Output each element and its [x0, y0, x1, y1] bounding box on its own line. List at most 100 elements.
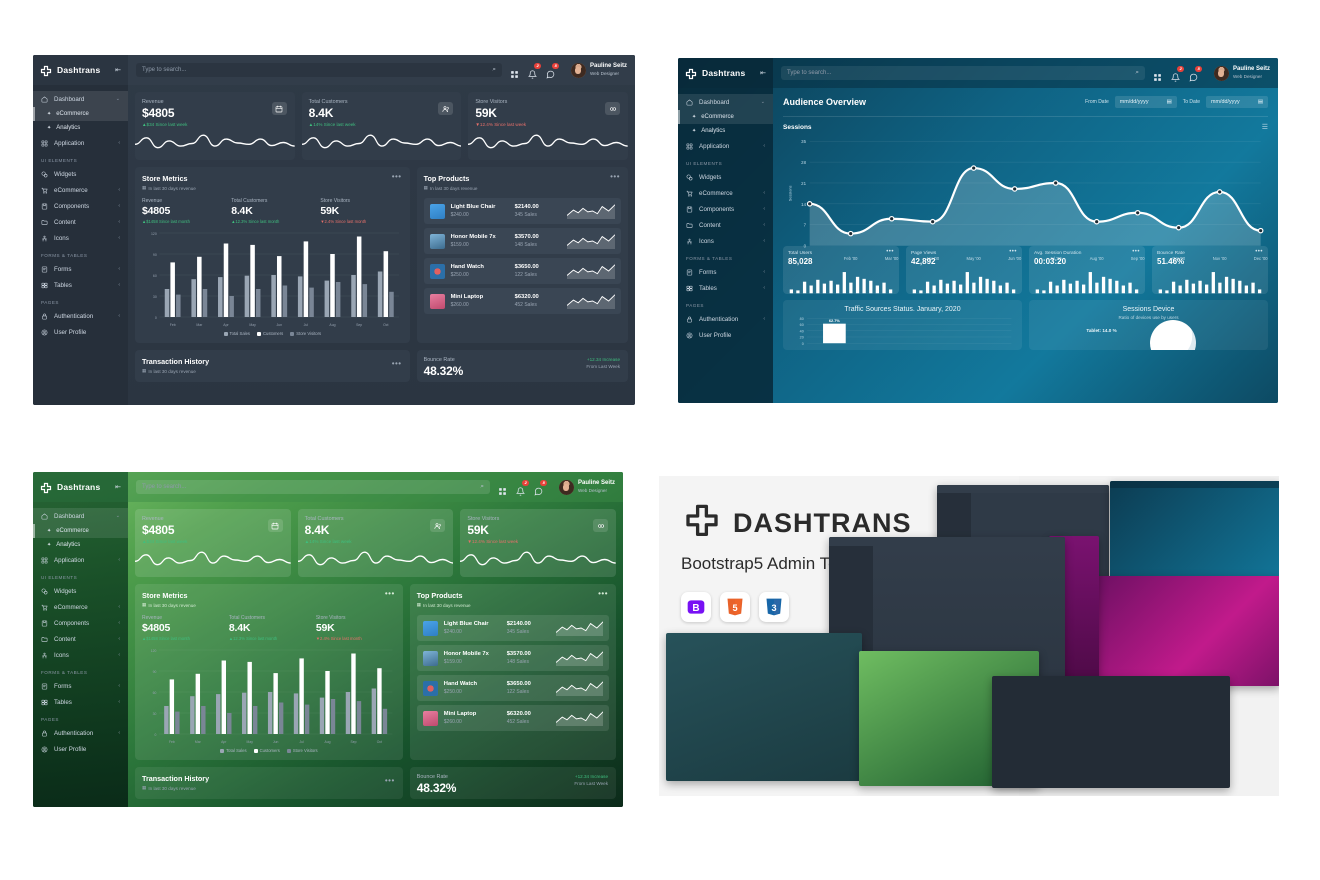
sidebar-item-application[interactable]: Application ‹: [678, 138, 773, 154]
message-icon[interactable]: 8: [546, 62, 559, 79]
bell-icon[interactable]: 2: [527, 62, 541, 79]
chevron-right-icon[interactable]: ‹: [118, 699, 120, 705]
chevron-right-icon[interactable]: ‹: [118, 730, 120, 736]
sidebar-item-tables[interactable]: Tables ‹: [33, 277, 128, 293]
legend-item-customers[interactable]: Customers: [257, 331, 283, 336]
sidebar-item-tables[interactable]: Tables ‹: [33, 694, 128, 710]
sidebar-item-icons[interactable]: Icons ‹: [678, 233, 773, 249]
more-options-icon[interactable]: •••: [1255, 249, 1263, 255]
sidebar-subitem-analytics[interactable]: ✦ Analytics: [33, 538, 128, 552]
sidebar-item-application[interactable]: Application ‹: [33, 552, 128, 568]
sidebar-subitem-analytics[interactable]: ✦ Analytics: [678, 124, 773, 138]
more-options-icon[interactable]: •••: [1132, 249, 1140, 255]
sidebar-item-user-profile[interactable]: User Profile: [33, 324, 128, 340]
legend-item-store-visitors[interactable]: Store Visitors: [290, 331, 321, 336]
chevron-right-icon[interactable]: ‹: [118, 266, 120, 272]
more-options-icon[interactable]: •••: [384, 589, 395, 598]
sidebar-item-components[interactable]: Components ‹: [33, 198, 128, 214]
sidebar-item-icons[interactable]: Icons ‹: [33, 230, 128, 246]
chevron-right-icon[interactable]: ‹: [118, 219, 120, 225]
collapse-sidebar-icon[interactable]: ⇤: [115, 67, 121, 74]
list-menu-icon[interactable]: ☰: [1261, 123, 1268, 131]
message-icon[interactable]: 8: [534, 479, 547, 496]
message-icon[interactable]: 8: [1189, 65, 1202, 82]
sidebar-item-dashboard[interactable]: Dashboard ⌄: [33, 91, 128, 107]
more-options-icon[interactable]: •••: [886, 249, 894, 255]
product-row[interactable]: Mini Laptop $260.00 $6320.00 452 Sales: [423, 288, 621, 314]
more-options-icon[interactable]: •••: [391, 359, 402, 368]
legend-item-total-sales[interactable]: Total Sales: [223, 331, 250, 336]
chevron-down-icon[interactable]: ⌄: [115, 96, 120, 102]
legend-item-store-visitors[interactable]: Store Visitors: [286, 748, 318, 753]
search-input[interactable]: Type to search... ⌕: [136, 480, 490, 494]
sidebar-item-authentication[interactable]: Authentication ‹: [33, 308, 128, 324]
collapse-sidebar-icon[interactable]: ⇤: [760, 70, 766, 77]
chevron-down-icon[interactable]: ⌄: [115, 513, 120, 519]
search-icon[interactable]: ⌕: [492, 66, 496, 73]
product-row[interactable]: Light Blue Chair $240.00 $2140.00 345 Sales: [423, 198, 621, 224]
chevron-right-icon[interactable]: ‹: [763, 269, 765, 275]
search-icon[interactable]: ⌕: [480, 483, 484, 490]
search-input[interactable]: Type to search... ⌕: [781, 66, 1145, 80]
sidebar-item-user-profile[interactable]: User Profile: [678, 327, 773, 343]
legend-item-customers[interactable]: Customers: [253, 748, 280, 753]
chevron-right-icon[interactable]: ‹: [118, 557, 120, 563]
product-row[interactable]: Mini Laptop $260.00 $6320.00 452 Sales: [416, 705, 609, 731]
search-icon[interactable]: ⌕: [1135, 69, 1139, 76]
sidebar-item-components[interactable]: Components ‹: [678, 201, 773, 217]
chevron-down-icon[interactable]: ⌄: [760, 99, 765, 105]
search-input[interactable]: Type to search... ⌕: [136, 63, 502, 77]
chevron-right-icon[interactable]: ‹: [118, 683, 120, 689]
sidebar-item-components[interactable]: Components ‹: [33, 615, 128, 631]
more-options-icon[interactable]: •••: [598, 589, 608, 598]
brand[interactable]: Dashtrans ⇤: [33, 472, 128, 502]
sidebar-subitem-analytics[interactable]: ✦ Analytics: [33, 121, 128, 135]
sidebar-item-widgets[interactable]: Widgets: [33, 583, 128, 599]
sidebar-item-application[interactable]: Application ‹: [33, 135, 128, 151]
sidebar-item-dashboard[interactable]: Dashboard ⌄: [33, 508, 128, 524]
product-row[interactable]: Honor Mobile 7x $159.00 $3570.00 148 Sales: [416, 645, 609, 671]
chevron-right-icon[interactable]: ‹: [763, 190, 765, 196]
sidebar-item-content[interactable]: Content ‹: [33, 214, 128, 230]
chevron-right-icon[interactable]: ‹: [763, 222, 765, 228]
product-row[interactable]: Hand Watch $250.00 $3650.00 122 Sales: [423, 258, 621, 284]
chevron-right-icon[interactable]: ‹: [118, 620, 120, 626]
user-profile[interactable]: Pauline Seitz Web Designer: [563, 62, 627, 78]
sidebar-item-content[interactable]: Content ‹: [33, 631, 128, 647]
brand[interactable]: Dashtrans ⇤: [33, 55, 128, 85]
from-date-input[interactable]: mm/dd/yyyy ▤: [1114, 96, 1177, 108]
sidebar-item-ecommerce[interactable]: eCommerce ‹: [678, 185, 773, 201]
brand[interactable]: Dashtrans ⇤: [678, 58, 773, 88]
chevron-right-icon[interactable]: ‹: [763, 206, 765, 212]
chevron-right-icon[interactable]: ‹: [118, 203, 120, 209]
sidebar-item-widgets[interactable]: Widgets: [33, 166, 128, 182]
apps-grid-icon[interactable]: [498, 483, 507, 495]
sidebar-item-user-profile[interactable]: User Profile: [33, 741, 128, 757]
sidebar-item-ecommerce[interactable]: eCommerce ‹: [33, 182, 128, 198]
legend-item-total-sales[interactable]: Total Sales: [220, 748, 247, 753]
chevron-right-icon[interactable]: ‹: [118, 313, 120, 319]
sidebar-item-authentication[interactable]: Authentication ‹: [678, 311, 773, 327]
user-profile[interactable]: Pauline Seitz Web Designer: [551, 479, 615, 495]
sidebar-item-forms[interactable]: Forms ‹: [33, 261, 128, 277]
sidebar-item-icons[interactable]: Icons ‹: [33, 647, 128, 663]
more-options-icon[interactable]: •••: [1009, 249, 1017, 255]
chevron-right-icon[interactable]: ‹: [763, 238, 765, 244]
sidebar-subitem-ecommerce[interactable]: ✦ eCommerce: [33, 524, 128, 538]
chevron-right-icon[interactable]: ‹: [118, 140, 120, 146]
apps-grid-icon[interactable]: [510, 66, 519, 78]
sidebar-item-ecommerce[interactable]: eCommerce ‹: [33, 599, 128, 615]
bell-icon[interactable]: 2: [515, 479, 529, 496]
product-row[interactable]: Hand Watch $250.00 $3650.00 122 Sales: [416, 675, 609, 701]
to-date-input[interactable]: mm/dd/yyyy ▤: [1206, 96, 1268, 108]
chevron-right-icon[interactable]: ‹: [118, 282, 120, 288]
sidebar-subitem-ecommerce[interactable]: ✦ eCommerce: [33, 107, 128, 121]
collapse-sidebar-icon[interactable]: ⇤: [115, 484, 121, 491]
product-row[interactable]: Honor Mobile 7x $159.00 $3570.00 148 Sales: [423, 228, 621, 254]
sidebar-item-forms[interactable]: Forms ‹: [33, 678, 128, 694]
calendar-icon[interactable]: ▤: [1257, 99, 1263, 105]
chevron-right-icon[interactable]: ‹: [118, 604, 120, 610]
chevron-right-icon[interactable]: ‹: [118, 652, 120, 658]
sidebar-subitem-ecommerce[interactable]: ✦ eCommerce: [678, 110, 773, 124]
sidebar-item-content[interactable]: Content ‹: [678, 217, 773, 233]
